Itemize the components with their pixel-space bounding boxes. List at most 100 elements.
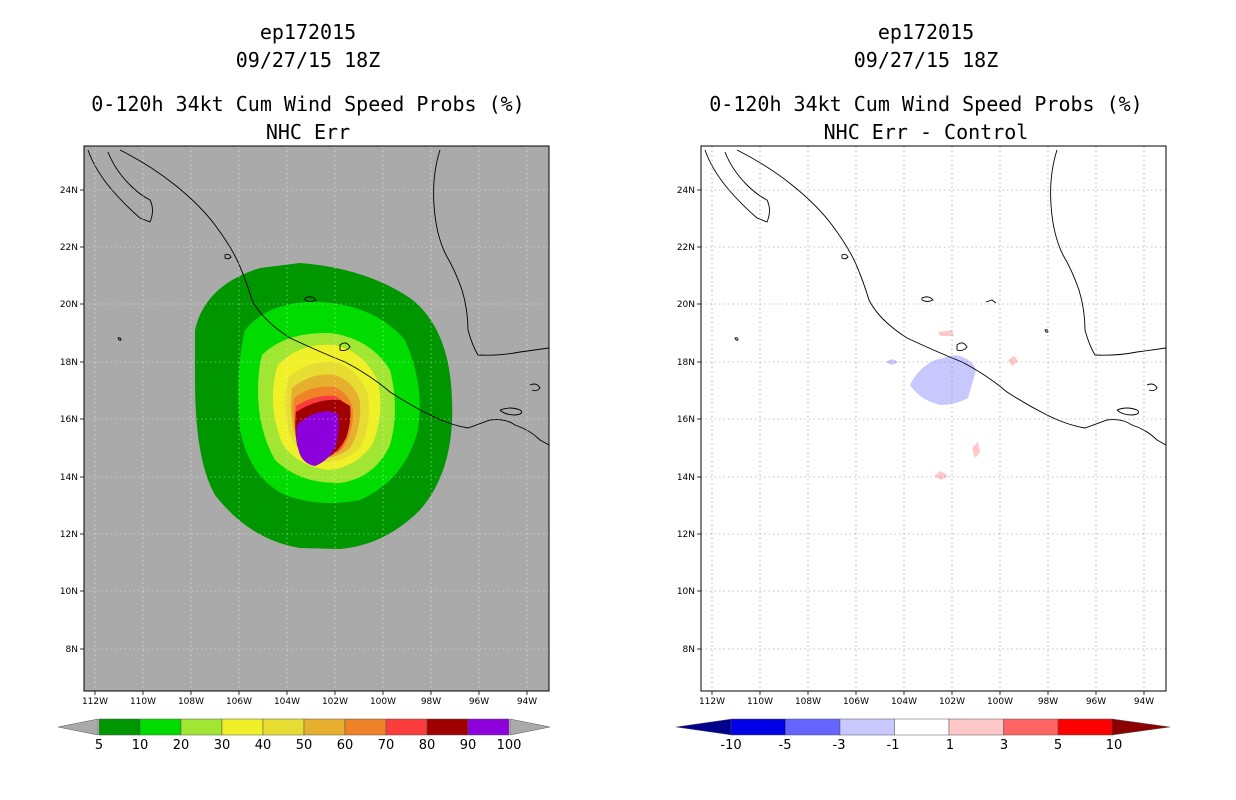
colorbar-box (467, 718, 510, 736)
lon-label: 112W (699, 697, 725, 707)
colorbar-box (1003, 718, 1059, 736)
colorbar-label: -10 (720, 738, 741, 753)
colorbar-label: -1 (887, 738, 900, 753)
lon-label: 104W (274, 697, 300, 707)
colorbar-under-arrow (675, 718, 733, 736)
colorbar-box (948, 718, 1004, 736)
left-ticks (80, 189, 528, 695)
colorbar-label: -3 (833, 738, 846, 753)
colorbar-label: 5 (1054, 738, 1062, 753)
lon-label: 96W (1086, 697, 1106, 707)
colorbar-label: 1 (946, 738, 954, 753)
right-datetime: 09/27/15 18Z (853, 48, 999, 72)
left-map-border (83, 145, 550, 692)
lon-label: 108W (178, 697, 204, 707)
colorbar-boxes (730, 718, 1113, 736)
colorbar-box (1057, 718, 1113, 736)
colorbar-label: 80 (419, 738, 436, 753)
left-gridlines (84, 146, 549, 691)
right-storm-id: ep172015 (877, 20, 975, 44)
colorbar-label: 10 (132, 738, 149, 753)
left-subtitle: NHC Err (265, 120, 351, 144)
left-coastline (87, 149, 549, 446)
lon-label: 110W (130, 697, 156, 707)
colorbar-label: 10 (1106, 738, 1123, 753)
colorbar-box (426, 718, 469, 736)
lat-label: 16N (60, 415, 78, 425)
lat-label: 16N (677, 415, 695, 425)
lon-label: 104W (891, 697, 917, 707)
right-difference-contours (886, 330, 1018, 480)
left-lon-labels: 112W 110W 108W 106W 104W 102W 100W 98W 9… (82, 697, 537, 707)
lat-label: 8N (66, 645, 78, 655)
lon-label: 112W (82, 697, 108, 707)
lat-label: 22N (60, 243, 78, 253)
lon-label: 108W (795, 697, 821, 707)
lat-label: 24N (60, 186, 78, 196)
colorbar-label: 60 (337, 738, 354, 753)
left-colorbar: 5 10 20 30 40 50 60 70 80 90 100 (57, 718, 551, 753)
colorbar-box (221, 718, 264, 736)
lon-label: 106W (226, 697, 252, 707)
colorbar-under-arrow (57, 718, 99, 736)
lat-label: 18N (677, 358, 695, 368)
lat-label: 14N (60, 473, 78, 483)
diff-negative-region (910, 355, 976, 405)
lat-label: 20N (677, 300, 695, 310)
colorbar-box (98, 718, 141, 736)
lon-label: 102W (322, 697, 348, 707)
lat-label: 10N (60, 587, 78, 597)
lon-label: 100W (987, 697, 1013, 707)
left-title: 0-120h 34kt Cum Wind Speed Probs (%) (91, 92, 525, 116)
lat-label: 18N (60, 358, 78, 368)
left-datetime: 09/27/15 18Z (235, 48, 381, 72)
colorbar-box (303, 718, 346, 736)
lon-label: 100W (370, 697, 396, 707)
colorbar-label: 90 (460, 738, 477, 753)
colorbar-over-arrow (1111, 718, 1171, 736)
left-lat-labels: 24N 22N 20N 18N 16N 14N 12N 10N 8N (60, 186, 78, 655)
right-map-border (700, 145, 1167, 692)
lat-label: 10N (677, 587, 695, 597)
right-lon-labels: 112W 110W 108W 106W 104W 102W 100W 98W 9… (699, 697, 1154, 707)
lat-label: 8N (683, 645, 695, 655)
lon-label: 106W (843, 697, 869, 707)
contour-90-100 (296, 411, 339, 466)
right-coastline (704, 149, 1166, 446)
right-colorbar-labels: -10 -5 -3 -1 1 3 5 10 (720, 738, 1122, 753)
colorbar-box (180, 718, 223, 736)
left-colorbar-labels: 5 10 20 30 40 50 60 70 80 90 100 (95, 738, 522, 753)
right-map: 24N 22N 20N 18N 16N 14N 12N 10N 8N 112W … (677, 145, 1167, 707)
diff-positive-region (972, 442, 980, 458)
colorbar-box (344, 718, 387, 736)
colorbar-box (839, 718, 895, 736)
lon-label: 94W (1134, 697, 1154, 707)
lon-label: 98W (1038, 697, 1058, 707)
right-colorbar: -10 -5 -3 -1 1 3 5 10 (675, 718, 1171, 753)
colorbar-box (262, 718, 305, 736)
lat-label: 14N (677, 473, 695, 483)
right-gridlines (701, 146, 1166, 691)
colorbar-label: 20 (173, 738, 190, 753)
colorbar-box (894, 718, 950, 736)
right-subtitle: NHC Err - Control (823, 120, 1029, 144)
diff-positive-region (1008, 356, 1018, 366)
colorbar-box (385, 718, 428, 736)
diff-negative-small (886, 359, 898, 365)
right-map-background (701, 146, 1166, 691)
diff-positive-region (934, 471, 948, 480)
colorbar-label: -5 (779, 738, 792, 753)
lat-label: 22N (677, 243, 695, 253)
lon-label: 94W (517, 697, 537, 707)
colorbar-over-arrow (509, 718, 551, 736)
lat-label: 24N (677, 186, 695, 196)
lat-label: 12N (60, 530, 78, 540)
diff-positive-region (938, 330, 954, 336)
left-map: 24N 22N 20N 18N 16N 14N 12N 10N 8N 112W … (60, 145, 550, 707)
right-lat-labels: 24N 22N 20N 18N 16N 14N 12N 10N 8N (677, 186, 695, 655)
left-probability-contours (195, 263, 453, 549)
lon-label: 102W (939, 697, 965, 707)
colorbar-box (139, 718, 182, 736)
lat-label: 20N (60, 300, 78, 310)
colorbar-label: 3 (1000, 738, 1008, 753)
